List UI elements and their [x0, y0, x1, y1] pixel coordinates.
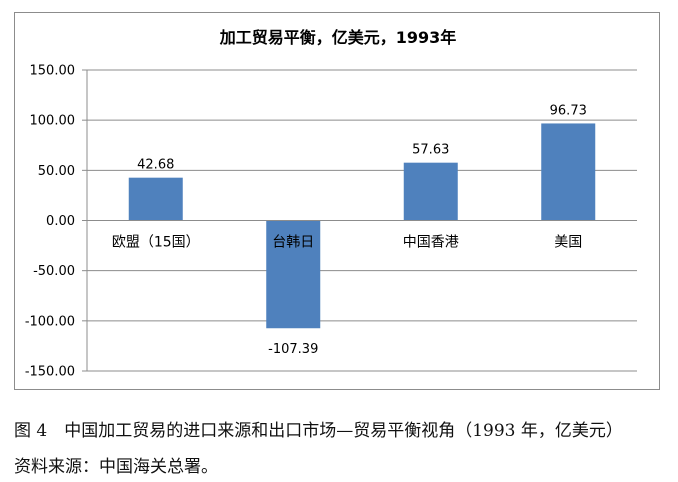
data-label: 57.63	[412, 143, 449, 158]
y-tick-label: 0.00	[46, 214, 75, 229]
figure-caption: 图 4 中国加工贸易的进口来源和出口市场—贸易平衡视角（1993 年，亿美元）	[14, 421, 623, 441]
data-label: -107.39	[268, 342, 318, 357]
bar	[541, 123, 596, 221]
y-tick-label: -100.00	[25, 314, 75, 329]
y-tick-label: 100.00	[30, 114, 76, 129]
bar	[403, 162, 458, 221]
y-tick-label: 150.00	[30, 64, 76, 79]
y-tick-label: -50.00	[33, 264, 75, 279]
source-note: 资料来源：中国海关总署。	[14, 457, 218, 477]
x-category-label: 美国	[554, 235, 582, 251]
bar	[266, 220, 321, 329]
data-label: 96.73	[550, 103, 587, 118]
x-category-label: 台韩日	[272, 235, 314, 251]
chart-frame: 加工贸易平衡，亿美元，1993年 150.00 100.00 50.00 0.00 -50…	[14, 12, 660, 390]
bar	[128, 177, 183, 221]
chart-title: 加工贸易平衡，亿美元，1993年	[219, 28, 457, 47]
x-category-label: 中国香港	[403, 235, 459, 251]
data-label: 42.68	[137, 158, 174, 173]
y-tick-label: -150.00	[25, 365, 75, 380]
bar-chart: 加工贸易平衡，亿美元，1993年 150.00 100.00 50.00 0.00 -50…	[25, 28, 637, 380]
y-tick-label: 50.00	[38, 164, 75, 179]
x-category-label: 欧盟（15国）	[112, 235, 200, 251]
